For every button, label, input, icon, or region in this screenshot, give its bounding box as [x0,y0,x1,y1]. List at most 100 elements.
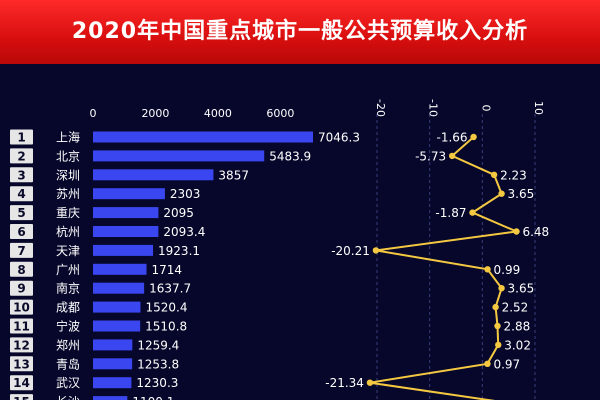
bar-value-label: 2303 [170,187,201,201]
rank-number: 15 [13,395,30,400]
line-x-tick-label: -10 [427,99,440,117]
bar-value-label: 2093.4 [163,225,205,239]
growth-point [469,209,476,216]
bar [93,244,154,256]
growth-point [470,133,477,141]
bar-value-label: 3857 [218,168,249,182]
rank-box [10,394,33,400]
bar-value-label: 1510.8 [145,320,187,334]
city-label: 广州 [56,263,80,277]
city-label: 青岛 [56,356,80,371]
chart-area: -20 -10 0 10 0 2000 4000 6000 1 上海 7046.3 2 北京 5483.9… [10,99,549,400]
growth-value-label: 2.52 [502,301,529,315]
growth-point [495,341,502,349]
growth-value-label: 2.23 [500,168,527,182]
rank-number: 2 [17,149,25,163]
bar-value-label: 1230.3 [136,376,178,390]
city-label: 苏州 [56,187,80,201]
bar-value-label: 1259.4 [137,338,179,352]
city-label: 上海 [56,130,80,145]
city-label: 南京 [56,281,80,296]
bar [93,358,133,370]
bar-x-tick-label: 4000 [204,107,232,120]
bar [93,377,132,389]
rank-number: 14 [13,376,30,390]
rank-box [10,224,33,239]
rank-box [10,129,33,145]
rank-box [10,299,33,315]
rank-box [10,280,33,296]
bar [93,396,128,400]
bar-x-tick-label: 6000 [266,107,294,120]
rank-number: 4 [17,187,25,201]
bar [93,207,159,219]
growth-value-label: 3.65 [508,282,535,296]
rank-box [10,148,33,164]
growth-value-label: 2.88 [504,320,531,334]
growth-value-label: -21.34 [325,376,364,390]
rank-number: 11 [13,320,30,334]
growth-value-label: 3.65 [508,187,535,201]
growth-point [484,360,491,367]
city-label: 北京 [56,149,80,163]
city-label: 郑州 [56,337,80,352]
growth-value-label: -1.87 [435,206,466,220]
bar [93,301,141,313]
rank-number: 1 [17,131,25,145]
growth-value-label: -1.66 [437,131,468,145]
bar [93,226,159,237]
city-label: 天津 [56,244,80,258]
rank-box [10,337,33,353]
bar-x-tick-label: 0 [90,107,97,120]
growth-point [498,285,505,292]
city-label: 杭州 [56,224,80,239]
rank-box [10,356,33,372]
bar [93,339,133,351]
growth-value-label: 0.99 [494,263,521,277]
chart-title: 2020年中国重点城市一般公共预算收入分析 [71,19,529,44]
bar-value-label: 1520.4 [145,301,187,315]
growth-value-label: -20.21 [331,244,370,258]
city-label: 成都 [56,301,80,315]
growth-value-label: 0.97 [493,357,520,371]
growth-value-label: -5.73 [415,149,446,163]
rank-number: 10 [13,301,30,315]
bar [93,131,313,143]
rank-number: 13 [13,357,30,371]
city-label: 武汉 [56,376,80,390]
rank-box [10,242,33,258]
bar-value-label: 1100.1 [132,395,174,400]
bar-value-label: 1923.1 [158,244,200,258]
bar-value-label: 2095 [163,206,194,220]
growth-point [490,171,498,178]
bar [93,320,141,332]
rank-box [10,205,33,221]
bar [93,282,145,294]
bar-x-tick-label: 2000 [141,107,169,120]
growth-point [372,247,380,254]
bar-value-label: 7046.3 [318,131,360,145]
rank-number: 7 [17,244,25,258]
rank-number: 12 [13,338,30,352]
growth-point [498,190,505,197]
line-x-tick-label: -20 [374,99,387,117]
growth-point [448,152,456,160]
city-label: 长沙 [56,395,80,400]
growth-value-label: 6.48 [522,225,549,239]
rank-number: 3 [17,168,25,182]
growth-point [484,266,491,273]
growth-point [494,322,501,330]
line-x-tick-label: 10 [532,101,545,115]
bar-value-label: 1253.8 [137,357,179,371]
rank-number: 8 [17,263,25,277]
bar [93,188,165,200]
bar-value-label: 1637.7 [149,282,191,296]
rank-box [10,318,33,334]
rank-box [10,186,33,202]
rank-number: 5 [17,206,25,220]
growth-point [492,303,499,311]
rank-box [10,375,33,391]
city-label: 重庆 [56,206,80,220]
title-banner: 2020年中国重点城市一般公共预算收入分析 [0,0,600,64]
rank-box [10,261,33,277]
